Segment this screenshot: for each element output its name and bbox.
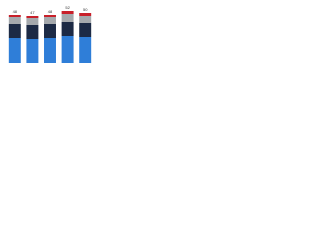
- total-label: 47: [30, 10, 35, 15]
- bar-segment: [79, 23, 92, 37]
- bar-segment: [26, 18, 39, 25]
- total-label: 50: [83, 7, 88, 12]
- bar-segment: [79, 13, 92, 16]
- bar-segment: [44, 38, 56, 63]
- bar-segment: [26, 39, 39, 63]
- bar-segment: [8, 17, 21, 24]
- bar-segment: [61, 14, 74, 22]
- bar-segment: [79, 16, 92, 23]
- bar-segment: [8, 15, 21, 17]
- bar-segment: [26, 25, 39, 39]
- bar-segment: [44, 15, 56, 17]
- total-label: 48: [13, 9, 18, 14]
- bar-segment: [61, 11, 74, 14]
- total-label: 48: [48, 9, 53, 14]
- bar-segment: [26, 16, 39, 18]
- bar-segment: [79, 37, 92, 63]
- bar-segment: [44, 24, 56, 38]
- chart: 48 47 48 52 50: [8, 5, 92, 63]
- bar-segment: [61, 36, 74, 63]
- bar-segment: [61, 22, 74, 36]
- bar-segment: [8, 38, 21, 63]
- bar-segment: [8, 24, 21, 38]
- total-label: 52: [65, 5, 70, 10]
- bar-segment: [44, 17, 56, 24]
